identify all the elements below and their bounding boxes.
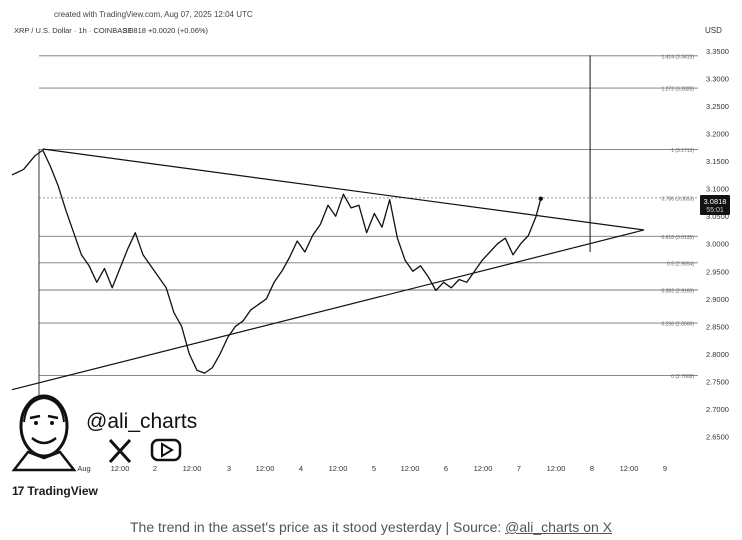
x-tick-label: 12:00: [401, 464, 420, 473]
y-tick-label: 2.8000: [706, 350, 729, 359]
x-tick-label: 2: [153, 464, 157, 473]
symbol-label: XRP / U.S. Dollar · 1h · COINBASE: [14, 26, 132, 35]
x-tick-label: Aug: [77, 464, 90, 473]
fib-level-label: 0.618 (3.0135): [661, 235, 694, 241]
price-series: [11, 149, 543, 374]
tradingview-brand-label: TradingView: [27, 484, 98, 498]
y-tick-label: 2.9500: [706, 267, 729, 276]
price-badge: 3.0818 55:01: [700, 195, 730, 215]
x-tick-label: 12:00: [111, 464, 130, 473]
caption-source-link[interactable]: @ali_charts on X: [505, 519, 612, 535]
y-tick-label: 3.2500: [706, 102, 729, 111]
x-axis: 12:00 Aug 12:00 2 12:00 3 12:00 4 12:00 5 12:00 6 12…: [37, 464, 667, 473]
x-icon: [108, 438, 132, 464]
x-tick-label: 4: [299, 464, 303, 473]
fibonacci-levels: 1.414 (3.3413) 1.272 (3.2828) 1 (3.1713) 0.…: [38, 54, 698, 464]
x-tick-label: 5: [372, 464, 376, 473]
x-tick-label: 8: [590, 464, 594, 473]
y-tick-label: 2.6500: [706, 432, 729, 441]
y-tick-label: 2.7000: [706, 405, 729, 414]
price-badge-countdown: 55:01: [706, 207, 724, 214]
y-tick-label: 2.9000: [706, 295, 729, 304]
fib-level-label: 0.786 (3.0833): [661, 196, 694, 202]
last-price: 3.0818: [123, 26, 146, 35]
tradingview-brand: 17 TradingView: [12, 484, 98, 498]
trendline: [42, 148, 645, 231]
tradingview-logo-icon: 17: [12, 484, 24, 498]
trendline: [11, 229, 645, 391]
x-tick-label: 7: [517, 464, 521, 473]
fib-level-label: 0.236 (2.8560): [661, 322, 694, 328]
last-price-dot: [538, 196, 543, 201]
x-tick-label: 3: [227, 464, 231, 473]
price-badge-value: 3.0818: [704, 197, 727, 206]
x-tick-label: 12:00: [183, 464, 202, 473]
fib-level-label: 0 (2.7608): [671, 374, 694, 380]
y-axis: 2.6500 2.7000 2.7500 2.8000 2.8500 2.9000 2.95…: [706, 47, 729, 441]
avatar-icon: [11, 394, 77, 472]
x-tick-label: 12:00: [620, 464, 639, 473]
y-tick-label: 2.8500: [706, 322, 729, 331]
x-tick-label: 6: [444, 464, 448, 473]
y-tick-label: 2.7500: [706, 377, 729, 386]
created-with-label: created with TradingView.com, Aug 07, 20…: [54, 10, 253, 19]
price-line: [11, 149, 542, 374]
watermark: @ali_charts: [11, 394, 197, 472]
x-tick-label: 12:00: [474, 464, 493, 473]
y-tick-label: 3.1000: [706, 185, 729, 194]
triangle-trendlines: [11, 55, 645, 391]
fib-level-label: 1.414 (3.3413): [661, 54, 694, 60]
y-tick-label: 3.2000: [706, 130, 729, 139]
fib-level-label: 1 (3.1713): [671, 148, 694, 154]
fib-level-label: 1.272 (3.2828): [661, 87, 694, 93]
caption: The trend in the asset's price as it sto…: [0, 519, 742, 535]
price-change: +0.0020 (+0.06%): [148, 26, 209, 35]
watermark-handle: @ali_charts: [86, 410, 197, 433]
y-tick-label: 3.3000: [706, 75, 729, 84]
fib-level-label: 0.382 (2.9160): [661, 288, 694, 294]
x-tick-label: 12:00: [547, 464, 566, 473]
youtube-icon: [150, 438, 182, 462]
y-tick-label: 3.1500: [706, 157, 729, 166]
y-tick-label: 3.0000: [706, 240, 729, 249]
caption-text: The trend in the asset's price as it sto…: [130, 519, 506, 535]
fib-level-label: 0.5 (2.9654): [667, 261, 694, 267]
x-tick-label: 9: [663, 464, 667, 473]
y-tick-label: 3.3500: [706, 47, 729, 56]
x-tick-label: 12:00: [256, 464, 275, 473]
x-tick-label: 12:00: [329, 464, 348, 473]
currency-label: USD: [705, 26, 722, 35]
y-tick-label: 3.0500: [706, 212, 729, 221]
